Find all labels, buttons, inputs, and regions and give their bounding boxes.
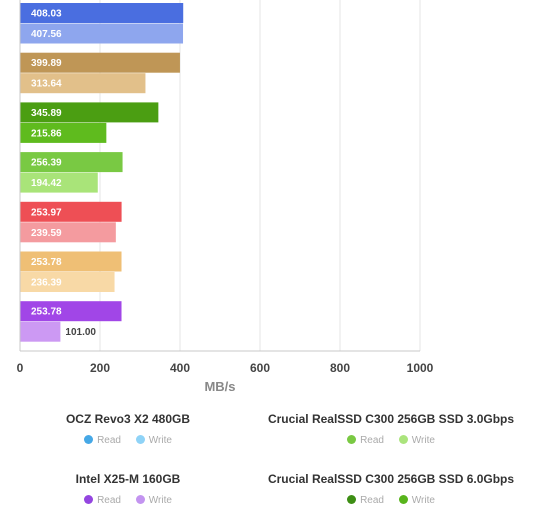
- bar[interactable]: [20, 172, 98, 193]
- bar[interactable]: [20, 52, 180, 73]
- bar[interactable]: [20, 73, 146, 94]
- legend-item-label: Read: [97, 435, 121, 446]
- bar-value-label: 194.42: [31, 178, 62, 189]
- bar-value-label: 256.39: [31, 158, 62, 169]
- legend-item-read[interactable]: Read: [347, 435, 384, 446]
- x-tick-label: 400: [170, 361, 190, 375]
- legend-group-c300-3gbps: Crucial RealSSD C300 256GB SSD 3.0Gbps R…: [246, 412, 536, 446]
- bar-value-label: 253.78: [31, 257, 62, 268]
- write-dot-icon: [135, 495, 145, 504]
- bar[interactable]: [20, 3, 184, 23]
- legend: OCZ Revo3 X2 480GB Read Write Crucial Re…: [0, 410, 560, 516]
- bar-value-label: 408.03: [31, 9, 62, 20]
- x-tick-label: 0: [17, 361, 24, 375]
- legend-title: Crucial RealSSD C300 256GB SSD 6.0Gbps: [267, 472, 515, 486]
- legend-item-label: Write: [411, 495, 435, 506]
- legend-item-read[interactable]: Read: [84, 495, 121, 506]
- x-tick-label: 1000: [407, 361, 434, 375]
- x-tick-label: 200: [90, 361, 110, 375]
- bar-value-label: 399.89: [31, 58, 62, 69]
- write-dot-icon: [398, 435, 408, 444]
- legend-item-label: Write: [148, 495, 172, 506]
- bar-value-label: 407.56: [31, 29, 62, 40]
- write-dot-icon: [398, 495, 408, 504]
- bar-value-label: 253.97: [31, 207, 62, 218]
- bar-value-label: 253.78: [31, 307, 62, 318]
- legend-title: Intel X25-M 160GB: [75, 472, 181, 486]
- read-dot-icon: [84, 495, 94, 504]
- x-tick-labels: 0 200 400 600 800 1000: [17, 361, 434, 375]
- bar[interactable]: [20, 152, 123, 173]
- legend-title: OCZ Revo3 X2 480GB: [65, 412, 191, 426]
- legend-group-intel-x25m: Intel X25-M 160GB Read Write: [0, 472, 273, 506]
- bar[interactable]: [20, 122, 107, 143]
- bar-value-label: 239.59: [31, 228, 62, 239]
- legend-group-ocz-revo3: OCZ Revo3 X2 480GB Read Write: [0, 412, 273, 446]
- bar[interactable]: [20, 222, 116, 243]
- legend-item-label: Write: [148, 435, 172, 446]
- legend-item-read[interactable]: Read: [84, 435, 121, 446]
- bar[interactable]: [20, 301, 122, 322]
- legend-item-label: Read: [360, 435, 384, 446]
- bar-value-label: 313.64: [31, 79, 62, 90]
- legend-item-write[interactable]: Write: [398, 435, 435, 446]
- grid-lines: [99, 0, 421, 351]
- legend-item-read[interactable]: Read: [347, 495, 384, 506]
- legend-group-c300-6gbps: Crucial RealSSD C300 256GB SSD 6.0Gbps R…: [246, 472, 536, 506]
- legend-item-write[interactable]: Write: [135, 435, 172, 446]
- write-dot-icon: [135, 435, 145, 444]
- x-tick-label: 600: [250, 361, 270, 375]
- read-dot-icon: [84, 435, 94, 444]
- bar[interactable]: [20, 272, 115, 292]
- legend-item-label: Write: [411, 435, 435, 446]
- legend-title: Crucial RealSSD C300 256GB SSD 3.0Gbps: [267, 412, 515, 426]
- bar[interactable]: [20, 23, 184, 44]
- legend-item-label: Read: [97, 495, 121, 506]
- bar[interactable]: [20, 251, 122, 272]
- legend-item-write[interactable]: Write: [135, 495, 172, 506]
- bar-value-label: 236.39: [31, 278, 62, 289]
- legend-item-label: Read: [360, 495, 384, 506]
- bar[interactable]: [20, 102, 159, 123]
- bar-value-label: 101.00: [65, 327, 96, 338]
- bars-group: 408.03 407.56 399.89 313.64 345.89 215.86 256.…: [20, 3, 184, 342]
- x-tick-label: 800: [330, 361, 350, 375]
- bar[interactable]: [20, 201, 122, 222]
- read-dot-icon: [347, 435, 357, 444]
- x-axis-title: MB/s: [204, 379, 235, 394]
- bar-value-label: 215.86: [31, 128, 62, 139]
- read-dot-icon: [347, 495, 357, 504]
- bar[interactable]: [20, 321, 61, 342]
- bar-chart: 408.03 407.56 399.89 313.64 345.89 215.86 256.…: [17, 0, 434, 394]
- legend-item-write[interactable]: Write: [398, 495, 435, 506]
- bar-value-label: 345.89: [31, 108, 62, 119]
